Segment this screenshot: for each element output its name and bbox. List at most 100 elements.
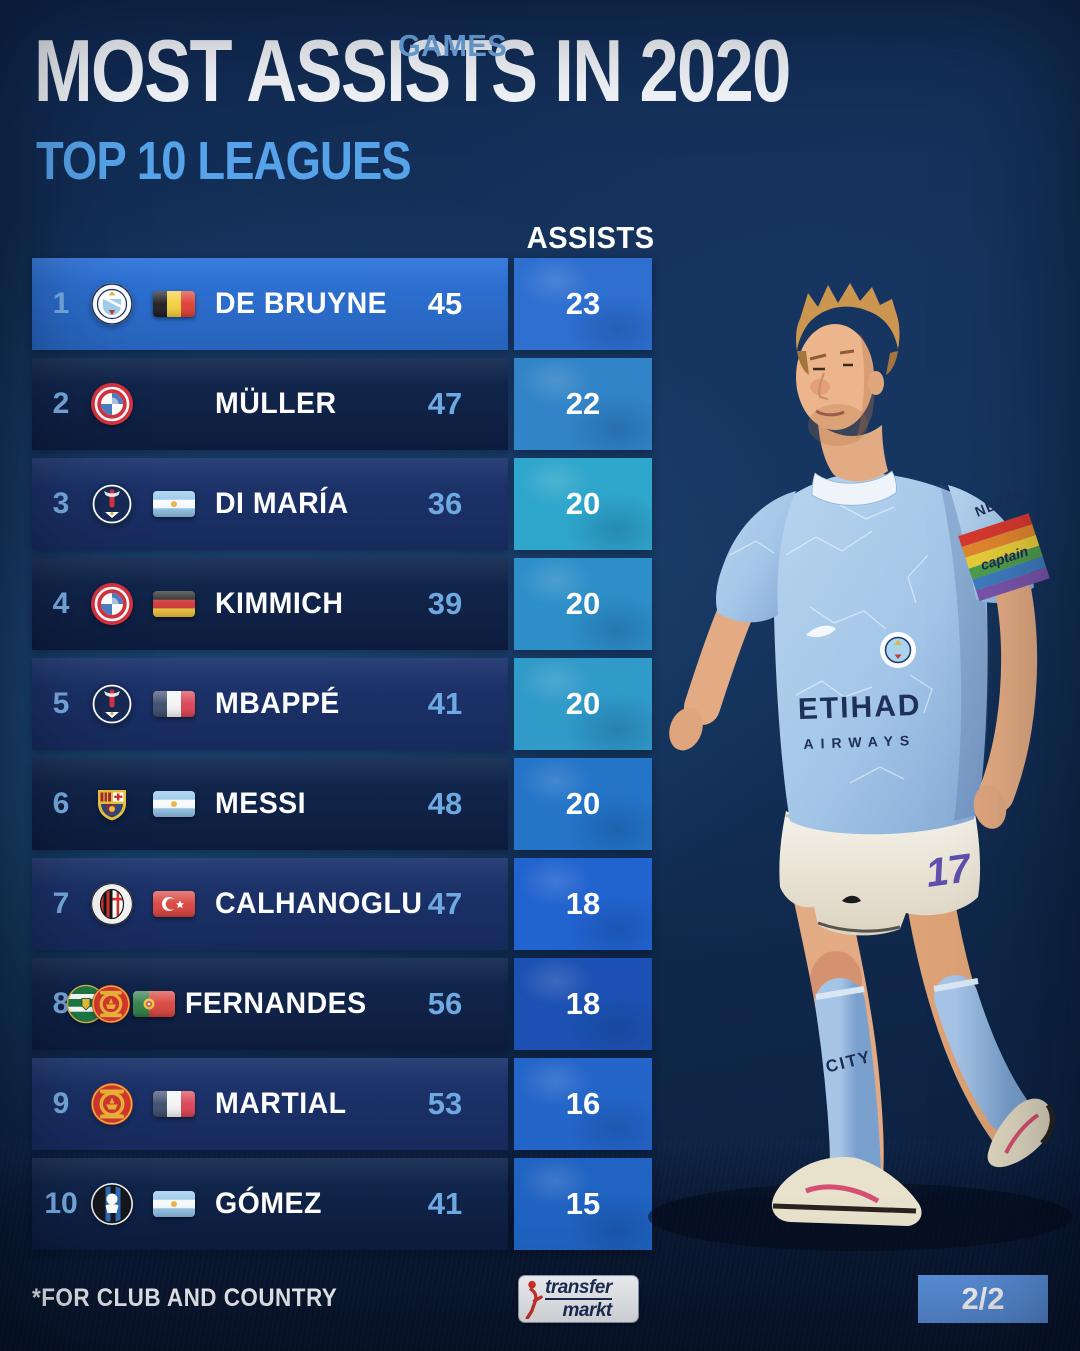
row-main: 8 FERNANDES 56 (32, 958, 508, 1050)
club-logo-atalanta-icon (90, 1182, 134, 1226)
player-name: MARTIAL (215, 1087, 347, 1120)
rank-label: 9 (52, 1087, 70, 1120)
player-eyes (813, 363, 853, 371)
assists-cell: 22 (514, 358, 652, 450)
player-brows (809, 349, 855, 361)
boot-sole (1040, 1103, 1055, 1145)
assists-value: 20 (565, 586, 601, 621)
column-header-games: GAMES (398, 28, 508, 63)
assists-value: 23 (565, 286, 601, 321)
assists-value: 18 (565, 986, 601, 1021)
sock-rib (815, 986, 865, 1000)
club-logo-group (90, 682, 134, 726)
player-face (796, 324, 874, 430)
table-row: 9 MARTIAL 53 16 (32, 1058, 652, 1150)
player-ear (868, 371, 884, 395)
flag-argentina-icon (153, 1191, 195, 1217)
row-main: 3 DI MARÍA 36 (32, 458, 508, 550)
assists-cell: 18 (514, 958, 652, 1050)
sleeve-sponsor-text: NEXEN (972, 485, 1027, 520)
brand-line1: transfer (545, 1277, 612, 1300)
table-row: 3 DI MARÍA 36 20 (32, 458, 652, 550)
row-main: 6 MESSI 48 (32, 758, 508, 850)
club-logo-group (90, 582, 134, 626)
column-header-assists: ASSISTS (526, 220, 655, 255)
player-name: CALHANOGLU (215, 887, 423, 920)
flag-argentina-icon (153, 791, 195, 817)
club-logo-group (90, 482, 134, 526)
club-logo-psg-icon (90, 682, 134, 726)
table-row: 2 MÜLLER 47 22 (32, 358, 652, 450)
club-logo-group (90, 1182, 134, 1226)
puma-logo-icon (806, 625, 836, 637)
assists-value: 16 (565, 1086, 601, 1121)
flag-france-icon (153, 691, 195, 717)
flag-portugal-icon (133, 991, 175, 1017)
rank-label: 4 (52, 587, 70, 620)
player-left-forearm (978, 577, 1038, 813)
player-left-hand (973, 785, 1007, 829)
rank-label: 7 (52, 887, 70, 920)
club-logo-group (90, 382, 134, 426)
table-row: 7 CALHANOGLU 47 18 (32, 858, 652, 950)
player-name: KIMMICH (215, 587, 344, 620)
player-name: DE BRUYNE (215, 287, 388, 320)
footnote: *FOR CLUB AND COUNTRY (32, 1284, 338, 1312)
assists-cell: 20 (514, 658, 652, 750)
player-name: FERNANDES (185, 987, 367, 1020)
man-city-crest-icon (880, 632, 916, 668)
puma-cat-icon (842, 895, 861, 904)
face-shading (856, 333, 875, 439)
assists-value: 22 (565, 386, 601, 421)
player-back-sock (934, 975, 1030, 1133)
assists-value: 18 (565, 886, 601, 921)
player-mouth (815, 409, 845, 417)
assists-ranking-table: 1 DE BRUYNE 45 23 2 MÜLLER 47 22 3 (32, 258, 652, 1258)
player-name: MÜLLER (215, 387, 337, 420)
player-nose (818, 372, 829, 400)
table-row: 5 MBAPPÉ 41 20 (32, 658, 652, 750)
row-main: 5 MBAPPÉ 41 (32, 658, 508, 750)
club-logo-group (90, 882, 134, 926)
club-logo-group (90, 282, 134, 326)
club-logo-psg-icon (90, 482, 134, 526)
player-right-hand (669, 707, 703, 751)
flag-belgium-icon (153, 291, 195, 317)
transfermarkt-figure-icon (525, 1280, 543, 1319)
assists-value: 20 (565, 486, 601, 521)
brand-line2: markt (562, 1300, 613, 1321)
club-logo-ac-milan-icon (90, 882, 134, 926)
table-row: 6 MESSI 48 20 (32, 758, 652, 850)
assists-value: 15 (565, 1186, 601, 1221)
games-value: 56 (427, 986, 463, 1021)
sock-rib (933, 978, 979, 992)
transfermarkt-logo: transfer markt (519, 1276, 638, 1322)
page-subtitle: TOP 10 LEAGUES (36, 131, 412, 191)
club-logo-barcelona-icon (90, 782, 134, 826)
row-main: 4 KIMMICH 39 (32, 558, 508, 650)
assists-cell: 16 (514, 1058, 652, 1150)
hair-fade-left (797, 351, 809, 375)
rank-label: 2 (52, 387, 70, 420)
rank-label: 1 (52, 287, 70, 320)
flag-germany-icon (153, 591, 195, 617)
nike-swoosh-icon (1004, 1113, 1040, 1154)
assists-cell: 20 (514, 758, 652, 850)
games-value: 41 (427, 1186, 463, 1221)
page-title: MOST ASSISTS IN 2020 (34, 21, 791, 120)
player-hair (796, 283, 900, 351)
player-shorts (779, 807, 981, 936)
games-value: 41 (427, 686, 463, 721)
assists-cell: 20 (514, 558, 652, 650)
player-photo-kevin-de-bruyne: CITY 17 (648, 283, 1072, 1251)
player-jersey (768, 473, 988, 835)
rank-label: 8 (52, 987, 70, 1020)
assists-value: 20 (565, 786, 601, 821)
player-front-boot (771, 1157, 922, 1226)
flag-france-icon (153, 1091, 195, 1117)
player-name: GÓMEZ (215, 1187, 322, 1220)
club-logo-bayern-munich-icon (90, 582, 134, 626)
rank-label: 3 (52, 487, 70, 520)
player-name: DI MARÍA (215, 487, 349, 520)
